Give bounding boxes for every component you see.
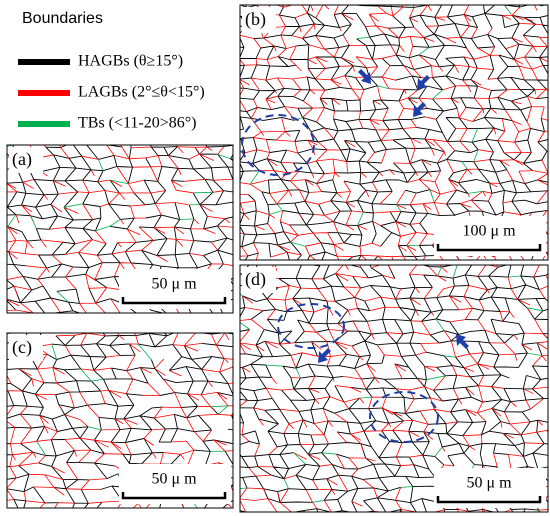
panel: (c) 50 μ m — [7, 333, 233, 508]
panel-label: (c) — [12, 337, 32, 358]
scale-bar — [121, 492, 227, 500]
highlight-ellipse — [241, 114, 315, 176]
legend-label: HAGBs (θ≥15°) — [78, 53, 183, 70]
scale-bar — [436, 244, 542, 252]
arrow — [417, 75, 430, 90]
arrow — [318, 348, 331, 363]
highlight-ellipse — [369, 391, 439, 443]
arrow — [358, 69, 371, 84]
panel-border — [239, 264, 549, 513]
legend: HAGBs (θ≥15°) LAGBs (2°≤θ<15°) TBs (<11-20… — [18, 53, 205, 132]
grain-boundaries — [240, 265, 548, 512]
panel: (a) 50 μ m — [7, 145, 233, 313]
panel-label-bg — [242, 7, 276, 33]
annotations — [241, 114, 439, 443]
arrow — [456, 334, 469, 349]
arrows — [318, 69, 469, 363]
panel-border — [6, 332, 234, 509]
scale-bar — [436, 496, 542, 504]
grain-boundaries — [240, 265, 543, 512]
scale-bar-label: 50 μ m — [151, 471, 197, 488]
panel-label-bg — [9, 147, 43, 173]
grain-boundaries — [240, 5, 548, 260]
panel-label-bg — [242, 267, 276, 293]
grain-boundaries — [240, 5, 548, 247]
panel-label-bg — [9, 335, 43, 361]
scale-bar-label: 50 μ m — [466, 475, 512, 492]
legend-title: Boundaries — [22, 10, 103, 27]
legend-label: LAGBs (2°≤θ<15°) — [78, 84, 205, 101]
panel: (b) 100 μ m — [240, 5, 548, 260]
legend-label: TBs (<11-20>86°) — [78, 115, 197, 132]
grain-boundaries — [240, 265, 548, 512]
arrow — [413, 102, 426, 117]
grain-boundaries — [7, 145, 233, 313]
panel-label: (d) — [245, 269, 266, 290]
panel-border — [6, 144, 234, 314]
highlight-ellipse — [277, 303, 345, 349]
panel: (d) 50 μ m — [240, 265, 548, 512]
scale-bar — [121, 297, 227, 305]
panel-border — [239, 4, 549, 261]
scale-bar-label: 100 μ m — [462, 223, 516, 240]
panel-label: (a) — [12, 149, 32, 170]
scale-bar-label: 50 μ m — [151, 276, 197, 293]
panel-label: (b) — [245, 9, 266, 30]
